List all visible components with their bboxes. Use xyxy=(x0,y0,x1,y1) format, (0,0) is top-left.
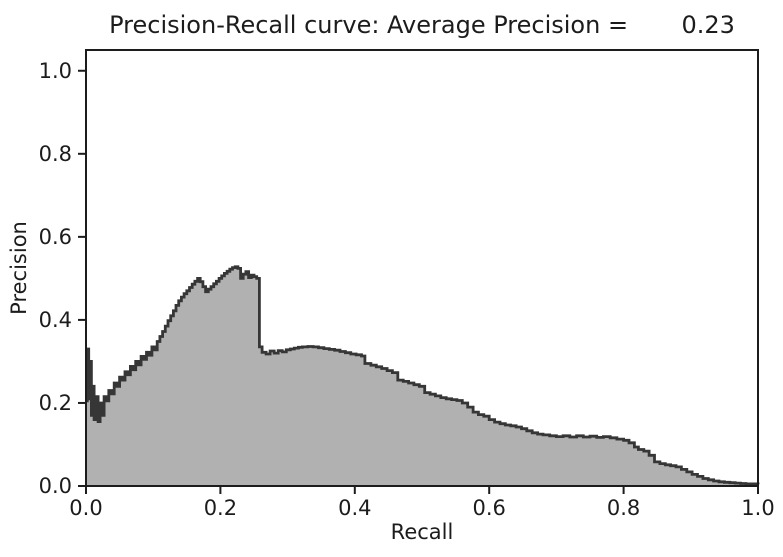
y-tick-label: 0.2 xyxy=(39,391,72,415)
y-tick-label: 0.4 xyxy=(39,308,72,332)
y-tick-label: 0.8 xyxy=(39,142,72,166)
x-axis-label: Recall xyxy=(390,520,454,544)
x-tick-label: 0.6 xyxy=(472,496,505,520)
plot-border xyxy=(85,49,759,487)
x-tick-label: 0.8 xyxy=(607,496,640,520)
y-tick-label: 1.0 xyxy=(39,59,72,83)
pr-area-fill xyxy=(86,266,758,486)
x-tick-label: 0.4 xyxy=(338,496,371,520)
pr-curve-line xyxy=(85,265,760,486)
y-tick-label: 0.6 xyxy=(39,225,72,249)
chart-title: Precision-Recall curve: Average Precisio… xyxy=(109,11,735,39)
x-tick-label: 1.0 xyxy=(741,496,774,520)
x-tick-label: 0.2 xyxy=(204,496,237,520)
y-tick-label: 0.0 xyxy=(39,474,72,498)
x-tick-label: 0.0 xyxy=(69,496,102,520)
